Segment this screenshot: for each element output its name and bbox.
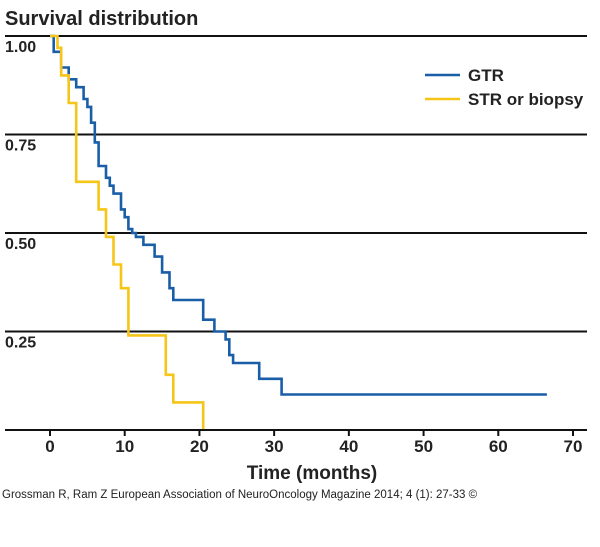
x-tick-60: 60 (489, 437, 508, 456)
x-tick-50: 50 (414, 437, 433, 456)
y-tick-0.50: 0.50 (5, 236, 36, 253)
series-line-str-or-biopsy (50, 34, 205, 430)
x-axis-label: Time (months) (247, 463, 378, 484)
x-tick-70: 70 (564, 437, 583, 456)
series-line-gtr (50, 34, 547, 396)
x-tick-30: 30 (265, 437, 284, 456)
y-tick-1.00: 1.00 (5, 39, 36, 56)
y-tick-0.75: 0.75 (5, 138, 36, 155)
y-tick-labels: 1.00 0.75 0.50 0.25 (5, 39, 36, 352)
x-tick-10: 10 (115, 437, 134, 456)
x-tick-0: 0 (45, 437, 54, 456)
y-tick-0.25: 0.25 (5, 335, 36, 352)
x-tick-20: 20 (190, 437, 209, 456)
survival-chart: Survival distribution 1.00 0.75 0.50 0.25 0… (5, 8, 587, 484)
chart-title: Survival distribution (5, 8, 198, 30)
legend-label-str-or-biopsy: STR or biopsy (468, 90, 584, 109)
legend: GTR STR or biopsy (425, 66, 584, 109)
source-credit: Grossman R, Ram Z European Association o… (2, 489, 478, 501)
legend-label-gtr: GTR (468, 66, 504, 85)
x-axis (5, 429, 587, 436)
x-tick-40: 40 (339, 437, 358, 456)
gridlines (5, 35, 587, 333)
series-lines (50, 34, 547, 430)
x-tick-labels: 0 10 20 30 40 50 60 70 (45, 437, 582, 456)
